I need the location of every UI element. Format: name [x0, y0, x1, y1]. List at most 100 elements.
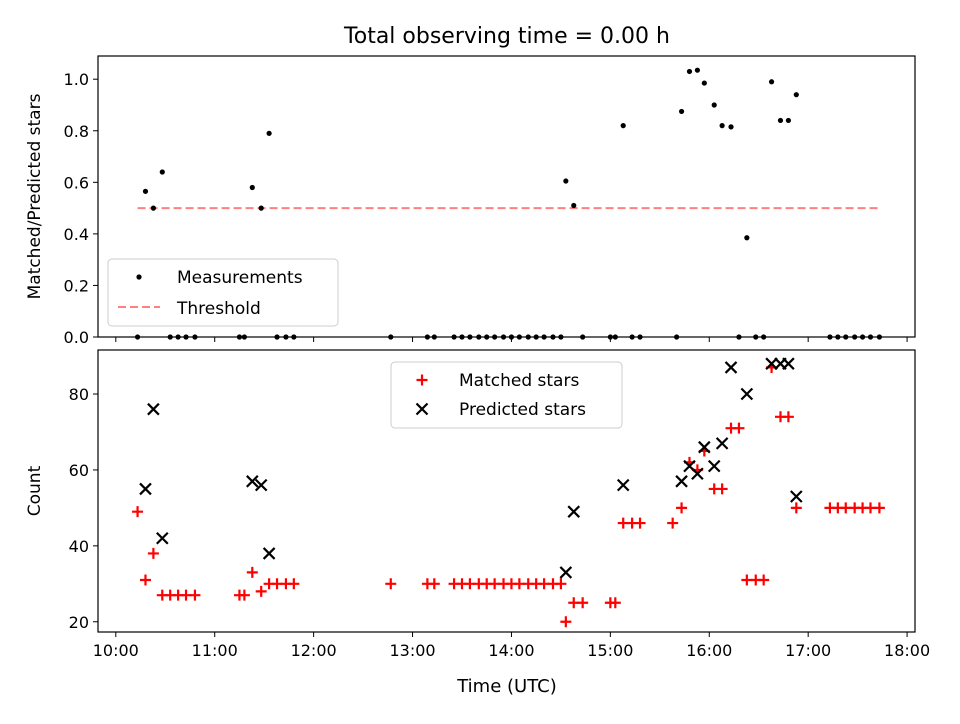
measurement-point	[541, 334, 547, 340]
matched-star-point	[676, 502, 688, 514]
x-tick-label: 15:00	[587, 641, 633, 660]
measurement-point	[843, 334, 849, 340]
measurement-point	[719, 123, 725, 129]
measurement-point	[249, 184, 255, 191]
measurement-point	[183, 334, 189, 340]
measurement-point	[686, 68, 693, 75]
legend-measurements-marker	[136, 274, 142, 280]
matched-star-point	[288, 578, 300, 590]
measurement-point	[571, 202, 577, 209]
predicted-star-point	[147, 402, 160, 416]
predicted-star-point	[691, 467, 704, 481]
measurement-point	[550, 334, 556, 340]
measurement-point	[467, 334, 473, 340]
measurement-point	[835, 334, 841, 340]
legend-threshold-label: Threshold	[176, 299, 261, 319]
measurement-point	[525, 334, 531, 340]
measurement-point	[388, 334, 394, 340]
measurement-point	[484, 334, 490, 340]
top-panel: 0.0 0.2 0.4 0.6 0.8 1.0 Matched/Predicted star…	[25, 55, 916, 347]
measurement-point	[580, 334, 586, 340]
legend-measurements-label: Measurements	[177, 268, 303, 288]
matched-star-point	[782, 411, 794, 423]
predicted-star-point	[740, 387, 754, 401]
data-layer	[134, 67, 882, 340]
y-tick-label: 0.0	[64, 328, 89, 347]
x-tick-label: 16:00	[686, 641, 732, 660]
measurement-point	[728, 124, 734, 130]
legend-matched-label: Matched stars	[459, 371, 579, 391]
measurement-point	[451, 334, 457, 340]
measurement-point	[637, 334, 643, 340]
measurement-point	[175, 334, 181, 340]
measurement-point	[612, 334, 618, 340]
predicted-star-point	[156, 531, 169, 545]
matched-star-point	[428, 578, 440, 590]
measurement-point	[291, 334, 297, 340]
matched-star-point	[873, 502, 885, 514]
y-axis-label: Matched/Predicted stars	[25, 93, 45, 299]
matched-star-point	[238, 589, 250, 601]
measurement-point	[876, 334, 882, 340]
x-tick-label: 10:00	[93, 641, 139, 660]
predicted-star-point	[139, 482, 152, 496]
x-tick-label: 11:00	[192, 641, 238, 660]
plot-frame	[97, 55, 916, 338]
x-tick-label: 17:00	[785, 641, 831, 660]
matched-star-point	[255, 585, 267, 597]
y-tick-label: 0.2	[64, 276, 89, 295]
measurement-point	[492, 334, 498, 340]
predicted-star-point	[724, 361, 738, 374]
measurement-point	[508, 334, 515, 340]
matched-star-point	[147, 547, 159, 559]
legend-matched-marker	[416, 374, 428, 386]
predicted-star-point	[262, 547, 276, 560]
legend: Matched stars Predicted stars	[390, 361, 623, 429]
measurement-point	[827, 334, 833, 340]
data-layer	[132, 357, 885, 628]
predicted-star-point	[782, 357, 795, 370]
measurement-point	[516, 334, 522, 340]
legend: Measurements Threshold	[107, 258, 339, 327]
measurement-point	[459, 334, 465, 340]
predicted-star-point	[559, 566, 573, 579]
x-tick-label: 12:00	[291, 641, 337, 660]
x-tick-label: 13:00	[389, 641, 435, 660]
matched-star-point	[385, 578, 397, 590]
measurement-point	[563, 178, 569, 184]
matched-star-point	[139, 574, 151, 586]
measurement-point	[424, 334, 430, 340]
measurement-point	[236, 334, 243, 340]
measurement-point	[607, 334, 613, 340]
measurement-point	[266, 130, 272, 136]
y-tick-label: 60	[69, 461, 89, 480]
measurement-point	[785, 117, 791, 124]
measurement-point	[674, 334, 680, 340]
measurement-point	[761, 334, 767, 340]
predicted-star-point	[707, 459, 721, 473]
x-tick-label: 14:00	[488, 641, 534, 660]
y-tick-label: 0.6	[64, 173, 89, 192]
measurement-point	[852, 334, 858, 340]
legend-predicted-label: Predicted stars	[459, 400, 586, 420]
measurement-point	[694, 67, 700, 73]
measurement-point	[558, 334, 564, 340]
measurement-point	[167, 334, 173, 340]
x-axis-label: Time (UTC)	[456, 676, 557, 697]
matched-star-point	[634, 517, 646, 529]
legend-box	[107, 258, 339, 327]
measurement-point	[192, 334, 198, 340]
measurement-point	[793, 92, 799, 98]
measurement-point	[283, 334, 289, 340]
matched-star-point	[667, 517, 679, 529]
measurement-point	[753, 334, 759, 340]
y-tick-label: 0.8	[64, 122, 89, 141]
predicted-star-point	[616, 478, 630, 492]
measurement-point	[476, 334, 482, 340]
y-tick-label: 1.0	[64, 70, 89, 89]
matched-star-point	[733, 422, 745, 434]
measurement-point	[159, 169, 165, 175]
matched-star-point	[246, 566, 258, 578]
predicted-star-point	[790, 490, 803, 503]
